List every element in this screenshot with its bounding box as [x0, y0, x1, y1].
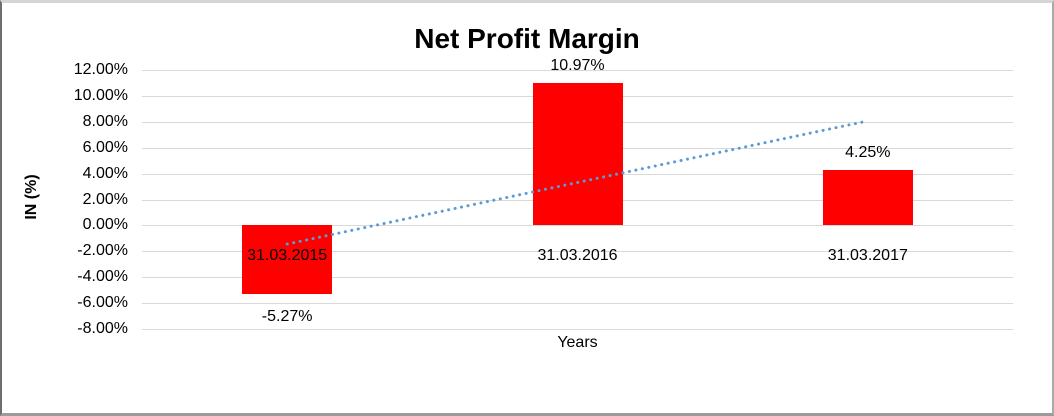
y-tick-label: 10.00%	[73, 86, 128, 104]
y-tick-label: 2.00%	[82, 190, 128, 208]
bar-31.03.2016	[532, 83, 623, 226]
gridline	[142, 329, 1013, 330]
bar-31.03.2017	[822, 170, 913, 226]
y-axis-title: IN (%)	[23, 174, 40, 220]
gridline	[142, 303, 1013, 305]
y-tick-label: -4.00%	[77, 268, 128, 286]
y-tick-label: 4.00%	[82, 164, 128, 182]
y-tick-label: 8.00%	[82, 112, 128, 130]
y-tick-label: -8.00%	[77, 320, 128, 337]
x-category-label: 31.03.2017	[827, 247, 908, 264]
gridline	[142, 70, 1013, 71]
bar-value-label: 4.25%	[845, 144, 891, 162]
x-category-label: 31.03.2015	[247, 247, 328, 264]
y-tick-label: 6.00%	[82, 138, 128, 156]
y-tick-label: 0.00%	[82, 216, 128, 234]
x-category-label: 31.03.2016	[537, 247, 618, 264]
bar-value-label: 10.97%	[550, 57, 605, 75]
y-tick-label: 12.00%	[73, 61, 128, 78]
gridline	[142, 277, 1013, 279]
bar-value-label: -5.27%	[261, 307, 313, 325]
chart-title: Net Profit Margin	[414, 23, 640, 54]
gridline	[142, 251, 1013, 253]
y-tick-label: -2.00%	[77, 242, 128, 260]
y-tick-label: -6.00%	[77, 294, 128, 312]
x-axis-title: Years	[557, 334, 598, 351]
